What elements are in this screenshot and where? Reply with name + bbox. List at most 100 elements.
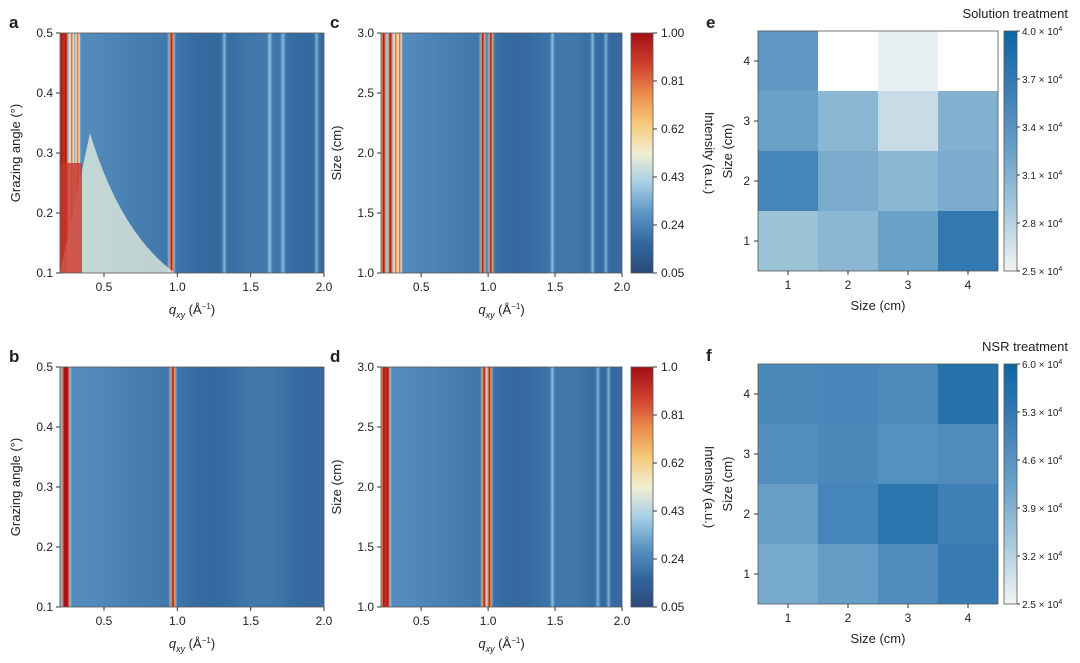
colorbar-tick-label: 0.43	[661, 170, 685, 184]
heatmap-cell	[878, 364, 938, 424]
heatmap-cell	[758, 424, 818, 484]
y-tick-label: 4	[743, 387, 750, 401]
panel-b: 0.5 1.0 1.5 2.0 0.1 0.2 0.3 0.4 0.5 qxy (Å−1) Graz…	[8, 347, 333, 654]
heatmap-cell	[878, 211, 938, 271]
heatmap-cell	[818, 544, 878, 604]
y-tick-label: 3.0	[357, 360, 374, 374]
colorbar-label: Intensity (a.u.)	[702, 446, 717, 528]
colorbar-label: Intensity (a.u.)	[702, 112, 717, 194]
panel-letter: f	[706, 346, 712, 365]
y-tick-label: 2.5	[357, 420, 374, 434]
colorbar-tick-label: 1.00	[661, 26, 685, 40]
colorbar-tick-label: 1.0	[661, 360, 678, 374]
y-tick-label: 3	[743, 114, 750, 128]
colorbar-tick-label: 0.62	[661, 456, 685, 470]
colorbar-tick-label: 4.0 × 104	[1022, 26, 1062, 38]
colorbar-tick-label: 0.81	[661, 408, 685, 422]
y-tick-label: 2.0	[357, 146, 374, 160]
heatmap-cell	[758, 364, 818, 424]
heatmap-area	[381, 33, 622, 273]
y-tick-label: 0.2	[36, 540, 53, 554]
y-tick-label: 2.0	[357, 480, 374, 494]
x-tick-label: 1.0	[169, 280, 186, 294]
heatmap-cell	[878, 151, 938, 211]
colorbar-tick-label: 4.6 × 104	[1022, 455, 1062, 467]
heatmap-cell	[938, 544, 998, 604]
colorbar-tick-label: 3.7 × 104	[1022, 74, 1062, 86]
x-tick-label: 1.0	[480, 614, 497, 628]
x-tick-label: 2	[845, 611, 852, 625]
x-axis-label: Size (cm)	[851, 298, 906, 313]
heatmap-cell	[758, 211, 818, 271]
y-tick-label: 0.5	[36, 360, 53, 374]
y-tick-label: 3	[743, 447, 750, 461]
x-axis-label: Size (cm)	[851, 631, 906, 646]
y-tick-label: 1	[743, 234, 750, 248]
heatmap-cell	[878, 544, 938, 604]
colorbar-tick-label: 2.8 × 104	[1022, 218, 1062, 230]
heatmap-cell	[938, 424, 998, 484]
y-tick-label: 2	[743, 174, 750, 188]
x-tick-label: 0.5	[96, 614, 113, 628]
colorbar-tick-label: 6.0 × 104	[1022, 359, 1062, 371]
heatmap-cell	[878, 484, 938, 544]
x-tick-label: 3	[905, 278, 912, 292]
heatmap-cell	[938, 31, 998, 91]
y-tick-label: 1.0	[357, 600, 374, 614]
heatmap-cell	[878, 91, 938, 151]
colorbar-tick-label: 3.4 × 104	[1022, 122, 1062, 134]
colorbar-tick-label: 0.05	[661, 266, 685, 280]
colorbar-tick-label: 0.05	[661, 600, 685, 614]
plot-frame	[757, 363, 999, 605]
heatmap-cell	[758, 484, 818, 544]
x-tick-label: 0.5	[413, 614, 430, 628]
heatmap-cell	[818, 424, 878, 484]
x-axis-label: qxy (Å−1)	[169, 302, 215, 320]
y-tick-label: 2	[743, 507, 750, 521]
plot-frame	[757, 30, 999, 272]
x-tick-label: 1	[785, 278, 792, 292]
heatmap-cell	[938, 211, 998, 271]
colorbar-tick-label: 2.5 × 104	[1022, 266, 1062, 278]
y-axis-label: Size (cm)	[329, 126, 344, 181]
x-tick-label: 2.0	[614, 280, 631, 294]
x-tick-label: 2.0	[316, 614, 333, 628]
heatmap-cell	[938, 484, 998, 544]
heatmap-cell	[818, 484, 878, 544]
y-tick-label: 2.5	[357, 86, 374, 100]
heatmap-cell	[818, 211, 878, 271]
colorbar-tick-label: 5.3 × 104	[1022, 407, 1062, 419]
x-tick-label: 2.0	[614, 614, 631, 628]
x-axis-label: qxy (Å−1)	[478, 636, 524, 654]
y-tick-label: 0.1	[36, 266, 53, 280]
x-tick-label: 4	[965, 278, 972, 292]
panel-letter: b	[9, 347, 19, 366]
colorbar	[630, 366, 654, 608]
panel-e: 1 1 2 2 3 3 4 4 Size (cm) Size (cm) e Solution trea…	[706, 6, 1068, 313]
colorbar	[630, 32, 654, 274]
colorbar-tick-label: 0.43	[661, 504, 685, 518]
heatmap-cell	[818, 151, 878, 211]
x-axis-label: qxy (Å−1)	[169, 636, 215, 654]
x-tick-label: 4	[965, 611, 972, 625]
panel-d: 0.5 1.0 1.5 2.0 1.0 1.5 2.0 2.5 3.0 qxy (Å−1) Size…	[329, 347, 717, 654]
panel-letter: a	[9, 13, 19, 32]
x-tick-label: 1.0	[480, 280, 497, 294]
y-axis-label: Size (cm)	[720, 457, 735, 512]
y-tick-label: 0.5	[36, 26, 53, 40]
colorbar-tick-label: 2.5 × 104	[1022, 599, 1062, 611]
y-axis-label: Grazing angle (°)	[8, 104, 23, 202]
y-tick-label: 1.5	[357, 206, 374, 220]
y-tick-label: 0.3	[36, 480, 53, 494]
heatmap-cell	[878, 424, 938, 484]
colorbar-tick-label: 0.62	[661, 122, 685, 136]
colorbar-tick-label: 0.24	[661, 552, 685, 566]
y-tick-label: 0.3	[36, 146, 53, 160]
heatmap-area	[381, 367, 622, 607]
x-tick-label: 1	[785, 611, 792, 625]
heatmap-cell	[938, 91, 998, 151]
heatmap-cell	[938, 364, 998, 424]
x-tick-label: 0.5	[413, 280, 430, 294]
x-tick-label: 1.5	[547, 614, 564, 628]
